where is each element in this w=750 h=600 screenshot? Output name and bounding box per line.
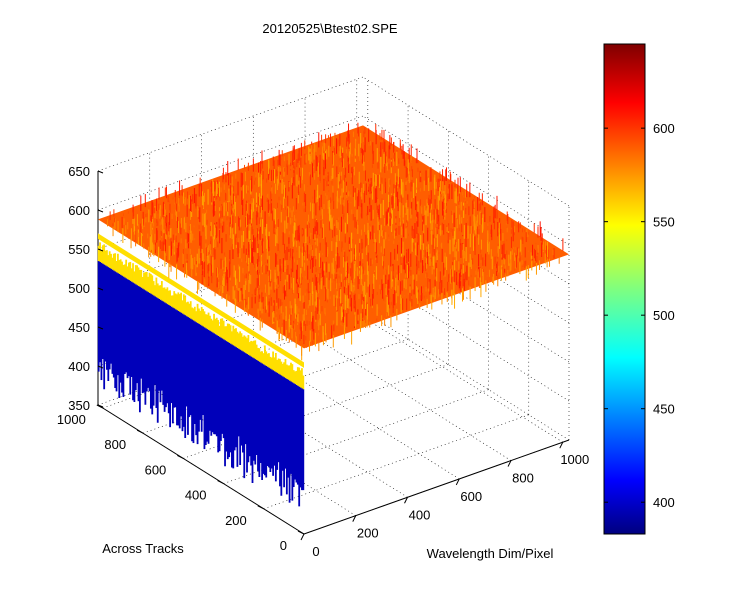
x-tick-label: 0	[312, 544, 319, 559]
chart-title: 20120525\Btest02.SPE	[262, 21, 397, 36]
grid-line	[362, 271, 570, 402]
x-tick-mark	[300, 533, 305, 541]
colorbar-gradient	[603, 43, 646, 535]
y-tick-label: 0	[280, 538, 287, 553]
surface	[97, 122, 569, 507]
z-tick-label: 550	[68, 242, 90, 257]
y-tick-mark	[297, 530, 305, 535]
z-tick-mark	[97, 170, 104, 174]
colorbar-tick-label: 550	[653, 215, 675, 230]
z-tick-mark	[97, 287, 104, 291]
y-axis-line	[97, 404, 305, 535]
grid-line	[362, 310, 570, 441]
grid-line	[183, 364, 449, 459]
z-tick-label: 500	[68, 281, 90, 296]
colorbar-tick-label: 400	[653, 495, 675, 510]
x-axis-label: Wavelength Dim/Pixel	[427, 546, 554, 561]
y-tick-mark	[257, 505, 264, 510]
y-tick-mark	[96, 404, 104, 409]
grid-line	[97, 76, 364, 172]
z-tick-mark	[97, 326, 104, 330]
grid-line	[253, 349, 460, 480]
y-tick-mark	[136, 429, 144, 434]
grid-line	[97, 115, 364, 211]
x-tick-mark	[404, 497, 408, 504]
x-tick-mark	[559, 441, 564, 449]
y-tick-mark	[177, 454, 184, 459]
z-tick-mark	[97, 248, 104, 252]
y-tick-label: 800	[104, 437, 126, 452]
surface-edge-band	[98, 233, 304, 368]
colorbar-tick-label: 600	[653, 121, 675, 136]
z-tick-label: 450	[68, 320, 90, 335]
grid-line	[362, 193, 570, 324]
colorbar-ticks: 400 450 500 550 600	[604, 121, 675, 510]
z-tick-mark	[97, 365, 104, 369]
x-axis-line	[303, 439, 570, 535]
colorbar: 400 450 500 550 600	[603, 43, 675, 535]
x-tick-mark	[352, 515, 357, 522]
colorbar-tick-label: 500	[653, 308, 675, 323]
z-tick-mark	[97, 209, 104, 213]
colorbar-tick-label: 450	[653, 402, 675, 417]
grid-line	[149, 386, 356, 516]
z-tick-mark	[97, 404, 104, 408]
grid-line	[362, 76, 570, 207]
x-tick-label: 1000	[560, 452, 589, 467]
y-tick-mark	[217, 480, 224, 485]
grid-line	[362, 232, 570, 363]
x-tick-mark	[507, 460, 512, 467]
z-tick-label: 350	[68, 398, 90, 413]
grid-line	[263, 414, 529, 510]
tick-labels: 0200400600800100002004006008001000350400…	[57, 164, 589, 559]
grid-line	[304, 331, 512, 461]
y-tick-label: 400	[185, 488, 207, 503]
y-axis-label: Across Tracks	[102, 541, 184, 556]
z-tick-label: 600	[68, 203, 90, 218]
x-tick-label: 600	[460, 489, 482, 504]
y-tick-label: 600	[145, 462, 167, 477]
z-tick-label: 400	[68, 359, 90, 374]
grid-line	[223, 389, 489, 484]
x-tick-label: 400	[409, 507, 431, 522]
y-tick-label: 200	[225, 513, 247, 528]
x-tick-label: 200	[357, 526, 379, 541]
grid-line	[201, 368, 408, 498]
x-tick-mark	[455, 478, 460, 486]
y-tick-label: 1000	[57, 412, 86, 427]
x-tick-label: 800	[512, 471, 534, 486]
z-tick-label: 650	[68, 164, 90, 179]
grid-line	[356, 312, 563, 443]
